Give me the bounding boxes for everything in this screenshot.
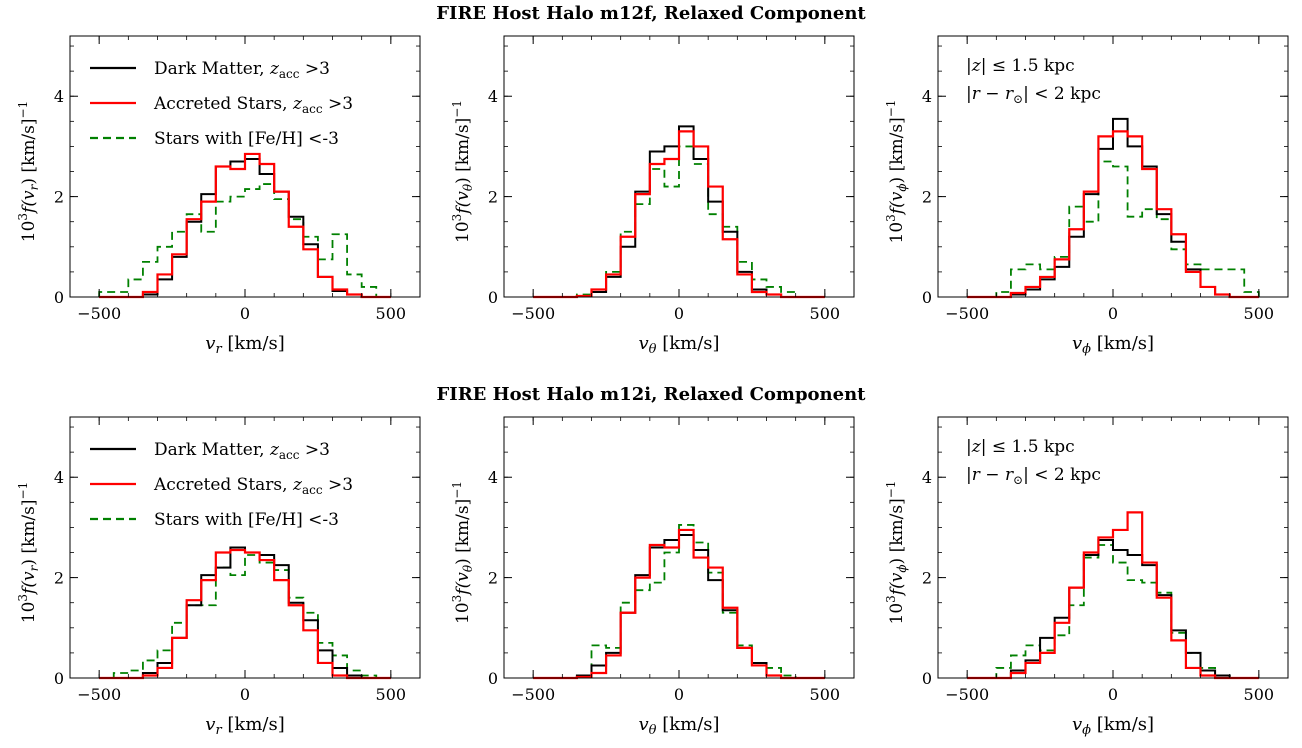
x-tick-label: −500 <box>77 304 121 323</box>
y-tick-label: 4 <box>488 468 498 487</box>
y-tick-label: 0 <box>922 669 932 688</box>
y-tick-label: 0 <box>922 288 932 307</box>
y-tick-label: 2 <box>922 569 932 588</box>
selection-annotation: |z| ≤ 1.5 kpc |r − r⊙| < 2 kpc <box>966 56 1101 106</box>
x-axis-label: vϕ [km/s] <box>1072 714 1154 738</box>
series-line-acc <box>967 511 1259 680</box>
selection-r: |r − r⊙| < 2 kpc <box>966 465 1101 487</box>
selection-z: |z| ≤ 1.5 kpc <box>966 56 1075 76</box>
x-axis-label: vr [km/s] <box>205 333 284 357</box>
y-tick-label: 4 <box>922 468 932 487</box>
x-tick-label: −500 <box>77 685 121 704</box>
x-tick-label: −500 <box>945 304 989 323</box>
y-tick-label: 2 <box>54 569 64 588</box>
x-axis-label: vr [km/s] <box>205 714 284 738</box>
legend-label-dm: Dark Matter, zacc >3 <box>154 59 330 81</box>
legend-label-feh: Stars with [Fe/H] <-3 <box>154 510 339 530</box>
y-axis-label: 103f(vr) [km/s]−1 <box>16 482 41 623</box>
y-tick-label: 0 <box>54 288 64 307</box>
row-title-m12i: FIRE Host Halo m12i, Relaxed Component <box>436 384 866 405</box>
y-axis-label: 103f(vθ) [km/s]−1 <box>450 100 475 243</box>
y-axis-label: 103f(vϕ) [km/s]−1 <box>884 481 909 625</box>
selection-z: |z| ≤ 1.5 kpc <box>966 437 1075 457</box>
y-axis-label: 103f(vθ) [km/s]−1 <box>450 481 475 624</box>
y-tick-label: 0 <box>488 288 498 307</box>
x-tick-label: 0 <box>1108 685 1118 704</box>
x-tick-label: 0 <box>674 685 684 704</box>
legend: Dark Matter, zacc >3 Accreted Stars, zacc… <box>90 59 353 149</box>
series-line-acc <box>533 130 825 299</box>
series-line-acc <box>99 548 391 680</box>
legend: Dark Matter, zacc >3 Accreted Stars, zacc… <box>90 440 353 530</box>
series-line-dm <box>99 157 391 298</box>
x-tick-label: −500 <box>511 685 555 704</box>
series-line-acc <box>533 528 825 680</box>
x-tick-label: 0 <box>240 304 250 323</box>
series-line-acc <box>967 130 1259 299</box>
series-line-feh <box>98 183 391 298</box>
x-tick-label: 0 <box>240 685 250 704</box>
panel-m12f-vr: −500 0 500 0 2 4 vr [km/s] 103f(vr) [km/s]−1 Dar… <box>16 35 421 357</box>
x-tick-label: 500 <box>376 685 407 704</box>
y-tick-label: 2 <box>488 188 498 207</box>
y-tick-label: 2 <box>54 188 64 207</box>
y-tick-label: 2 <box>922 188 932 207</box>
panel-m12i-vphi: −500 0 500 0 2 4 vϕ [km/s] 103f(vϕ) [km/s]−1 |z|… <box>884 416 1289 738</box>
selection-r: |r − r⊙| < 2 kpc <box>966 84 1101 106</box>
y-tick-label: 0 <box>488 669 498 688</box>
y-tick-label: 2 <box>488 569 498 588</box>
panel-m12i-vtheta: −500 0 500 0 2 4 vθ [km/s] 103f(vθ) [km/s]−1 <box>450 416 855 738</box>
series-line-acc <box>99 152 391 299</box>
y-tick-label: 4 <box>922 87 932 106</box>
legend-label-dm: Dark Matter, zacc >3 <box>154 440 330 462</box>
x-tick-label: 500 <box>1244 304 1275 323</box>
x-tick-label: 500 <box>810 304 841 323</box>
row-title-m12f: FIRE Host Halo m12f, Relaxed Component <box>436 3 866 24</box>
y-tick-label: 0 <box>54 669 64 688</box>
panel-m12i-vr: −500 0 500 0 2 4 vr [km/s] 103f(vr) [km/s]−1 Dar… <box>16 416 421 738</box>
series-line-feh <box>967 160 1260 298</box>
x-tick-label: 500 <box>376 304 407 323</box>
x-tick-label: 500 <box>1244 685 1275 704</box>
x-tick-label: −500 <box>945 685 989 704</box>
legend-label-acc: Accreted Stars, zacc >3 <box>153 94 353 116</box>
x-tick-label: 500 <box>810 685 841 704</box>
series-line-feh <box>533 145 825 298</box>
panel-m12f-vphi: −500 0 500 0 2 4 vϕ [km/s] 103f(vϕ) [km/s]−1 |z|… <box>884 35 1289 357</box>
plot-frame <box>503 35 855 298</box>
selection-annotation: |z| ≤ 1.5 kpc |r − r⊙| < 2 kpc <box>966 437 1101 487</box>
x-tick-label: 0 <box>1108 304 1118 323</box>
x-axis-label: vθ [km/s] <box>638 333 719 357</box>
series-line-dm <box>99 546 391 679</box>
x-axis-label: vϕ [km/s] <box>1072 333 1154 357</box>
x-tick-label: 0 <box>674 304 684 323</box>
series-line-dm <box>533 533 825 679</box>
series-line-feh <box>99 554 391 679</box>
y-tick-label: 4 <box>54 87 64 106</box>
legend-label-acc: Accreted Stars, zacc >3 <box>153 475 353 497</box>
y-axis-label: 103f(vr) [km/s]−1 <box>16 101 41 242</box>
y-axis-label: 103f(vϕ) [km/s]−1 <box>884 100 909 244</box>
legend-label-feh: Stars with [Fe/H] <-3 <box>154 129 339 149</box>
x-axis-label: vθ [km/s] <box>638 714 719 738</box>
y-tick-label: 4 <box>488 87 498 106</box>
y-tick-label: 4 <box>54 468 64 487</box>
series-line-feh <box>967 544 1259 679</box>
x-tick-label: −500 <box>511 304 555 323</box>
panel-m12f-vtheta: −500 0 500 0 2 4 vθ [km/s] 103f(vθ) [km/s]−1 <box>450 35 855 357</box>
